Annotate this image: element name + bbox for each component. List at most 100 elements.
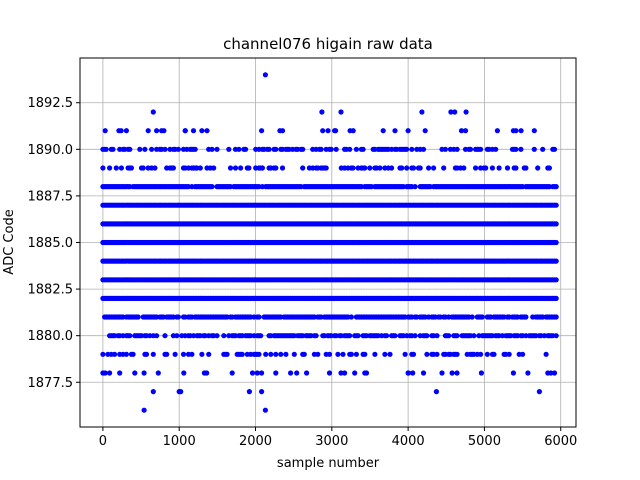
data-point — [214, 333, 220, 339]
data-point — [424, 333, 430, 339]
data-point — [410, 165, 417, 171]
data-point — [442, 146, 448, 152]
data-point — [531, 128, 537, 134]
data-point — [420, 146, 427, 152]
data-point — [172, 351, 178, 357]
y-tick-label: 1882.5 — [28, 283, 74, 298]
data-point — [113, 165, 119, 171]
data-point — [479, 314, 485, 320]
data-point — [273, 146, 279, 152]
data-point — [410, 370, 416, 376]
data-point — [300, 165, 306, 171]
data-point — [304, 370, 310, 376]
data-point — [553, 239, 559, 246]
x-tick-label: 6000 — [544, 434, 577, 449]
data-point — [360, 146, 366, 152]
data-point — [243, 146, 249, 152]
data-point — [150, 351, 156, 357]
data-point — [362, 351, 368, 357]
data-point — [259, 128, 265, 134]
data-point — [204, 370, 210, 376]
data-point — [221, 333, 227, 339]
data-point — [531, 146, 537, 152]
data-point — [313, 333, 319, 339]
data-point — [410, 351, 417, 357]
data-point — [259, 165, 265, 171]
data-point — [254, 370, 260, 376]
data-point — [535, 165, 541, 171]
data-point — [164, 351, 170, 357]
data-point — [127, 146, 133, 152]
data-point — [551, 146, 558, 152]
data-point — [273, 165, 279, 171]
data-point — [141, 407, 147, 413]
data-point — [192, 146, 198, 152]
data-point — [484, 351, 490, 357]
data-point — [489, 165, 495, 171]
data-point — [392, 128, 398, 134]
data-point — [100, 351, 106, 357]
data-point — [209, 146, 215, 152]
data-point — [434, 351, 440, 357]
data-point — [319, 109, 325, 115]
data-point — [197, 165, 203, 171]
data-points — [100, 72, 559, 413]
data-point — [118, 128, 124, 134]
data-point — [190, 128, 197, 134]
data-point — [384, 333, 390, 339]
data-point — [387, 351, 393, 357]
data-point — [118, 165, 124, 171]
data-point — [518, 146, 524, 152]
data-point — [551, 370, 558, 376]
data-point — [461, 165, 467, 171]
data-point — [256, 314, 262, 320]
data-point — [123, 128, 129, 134]
data-point — [246, 389, 252, 395]
data-point — [262, 407, 268, 413]
data-point — [513, 146, 519, 152]
data-point — [513, 165, 519, 171]
data-point — [353, 146, 359, 152]
data-point — [236, 146, 242, 152]
data-point — [458, 128, 465, 134]
data-point — [211, 165, 217, 171]
data-point — [454, 333, 460, 339]
data-point — [170, 165, 176, 171]
data-point — [553, 314, 559, 320]
data-point — [315, 351, 321, 357]
data-point — [214, 146, 220, 152]
data-point — [493, 146, 499, 152]
data-point — [246, 165, 252, 171]
chart-title: channel076 higain raw data — [223, 35, 433, 53]
data-point — [262, 72, 268, 78]
data-point — [546, 165, 553, 171]
data-point — [449, 370, 455, 376]
data-point — [143, 351, 150, 357]
data-point — [227, 165, 234, 171]
data-point — [536, 389, 543, 395]
data-point — [404, 165, 410, 171]
data-point — [454, 370, 460, 376]
data-point — [150, 389, 156, 395]
y-tick-label: 1877.5 — [28, 376, 74, 391]
data-point — [204, 128, 210, 134]
data-point — [137, 146, 143, 152]
data-point — [103, 146, 109, 152]
data-point — [412, 333, 418, 339]
data-point — [100, 165, 106, 171]
data-point — [283, 351, 289, 357]
data-point — [273, 370, 279, 376]
data-point — [273, 351, 279, 357]
data-point — [229, 370, 235, 376]
y-tick-label: 1885.0 — [28, 236, 74, 251]
data-point — [294, 370, 300, 376]
x-tick-label: 0 — [99, 434, 107, 449]
data-point — [325, 128, 331, 134]
data-point — [180, 351, 187, 357]
x-tick-label: 4000 — [392, 434, 425, 449]
data-point — [291, 351, 297, 357]
data-point — [107, 370, 113, 376]
data-point — [328, 146, 334, 152]
data-point — [181, 370, 187, 376]
